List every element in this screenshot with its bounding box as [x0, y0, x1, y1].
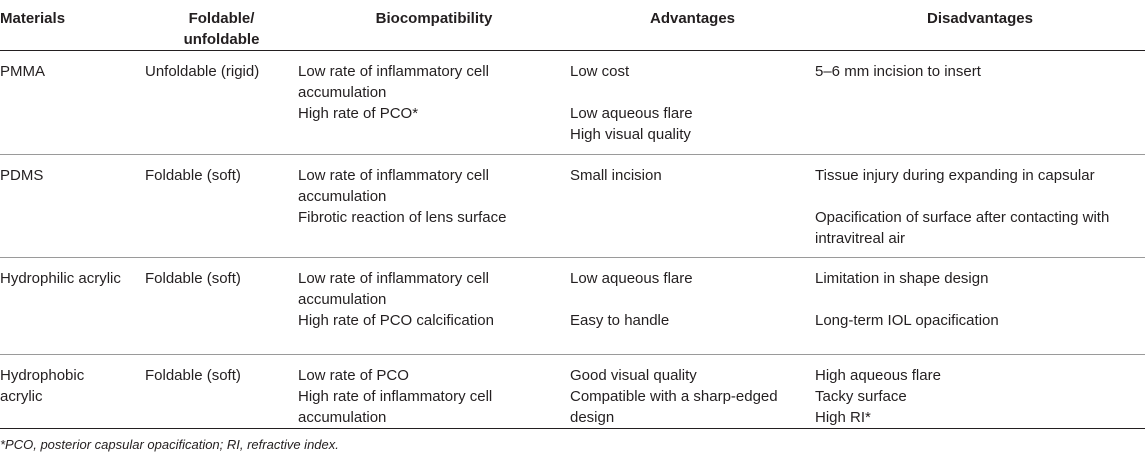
cell-line: High aqueous flare [815, 367, 941, 384]
biocompatibility-cell: Low rate of inflammatory cell accumulatio… [298, 50, 570, 155]
cell-line: Foldable (soft) [145, 367, 241, 384]
cell-line: accumulation [298, 291, 387, 308]
biocompatibility-cell: Low rate of inflammatory cell accumulatio… [298, 257, 570, 355]
material-cell: Hydrophobic acrylic [0, 354, 145, 429]
cell-line: Hydrophobic [0, 367, 85, 384]
cell-line: Easy to handle [570, 312, 670, 329]
cell-line: design [570, 409, 615, 426]
cell-line: Low rate of inflammatory cell [298, 270, 489, 287]
cell-line: Small incision [570, 167, 662, 184]
cell-line: Low aqueous flare [570, 270, 693, 287]
header-advantages: Advantages [570, 0, 815, 51]
cell-line: Foldable (soft) [145, 270, 241, 287]
cell-line: Limitation in shape design [815, 270, 989, 287]
header-biocompatibility: Biocompatibility [298, 0, 570, 51]
advantages-cell: Low aqueous flare Easy to handle [570, 257, 815, 355]
header-row: Materials Foldable/ unfoldable Biocompat… [0, 0, 1145, 51]
cell-line: 5–6 mm incision to insert [815, 63, 981, 80]
material-cell: PMMA [0, 50, 145, 155]
cell-line: High rate of PCO calcification [298, 312, 494, 329]
advantages-cell: Good visual quality Compatible with a sha… [570, 354, 815, 429]
cell-line: Compatible with a sharp-edged [570, 388, 778, 405]
cell-line [570, 82, 815, 103]
foldable-cell: Unfoldable (rigid) [145, 50, 298, 155]
header-foldable: Foldable/ unfoldable [145, 0, 298, 51]
table-row: PDMS Foldable (soft) Low rate of inflammat… [0, 154, 1145, 258]
biocompatibility-cell: Low rate of PCO High rate of inflammatory… [298, 354, 570, 429]
cell-line: Low rate of inflammatory cell [298, 167, 489, 184]
cell-line: Low rate of PCO [298, 367, 409, 384]
table-footnote: *PCO, posterior capsular opacification; … [0, 437, 339, 452]
cell-line: Foldable (soft) [145, 167, 241, 184]
material-cell: PDMS [0, 154, 145, 258]
foldable-cell: Foldable (soft) [145, 354, 298, 429]
cell-line: accumulation [298, 84, 387, 101]
disadvantages-cell: 5–6 mm incision to insert [815, 50, 1145, 155]
disadvantages-cell: Tissue injury during expanding in capsul… [815, 154, 1145, 258]
cell-line: High RI* [815, 409, 871, 426]
disadvantages-cell: Limitation in shape design Long-term IOL … [815, 257, 1145, 355]
cell-line: High rate of inflammatory cell [298, 388, 493, 405]
biocompatibility-cell: Low rate of inflammatory cell accumulatio… [298, 154, 570, 258]
cell-line: Low rate of inflammatory cell [298, 63, 489, 80]
table-row: Hydrophilic acrylic Foldable (soft) Low ra… [0, 257, 1145, 355]
cell-line: Opacification of surface after contactin… [815, 209, 1110, 226]
cell-line: intravitreal air [815, 230, 906, 247]
cell-line [815, 186, 1145, 207]
header-disadvantages: Disadvantages [815, 0, 1145, 51]
cell-line: High visual quality [570, 126, 691, 143]
material-cell: Hydrophilic acrylic [0, 257, 145, 355]
cell-line: Unfoldable (rigid) [145, 63, 260, 80]
table-row: Hydrophobic acrylic Foldable (soft) Low rat… [0, 354, 1145, 429]
cell-line: Tacky surface [815, 388, 907, 405]
cell-line: Good visual quality [570, 367, 697, 384]
cell-line [815, 289, 1145, 310]
cell-line: High rate of PCO* [298, 105, 419, 122]
cell-line: Tissue injury during expanding in capsul… [815, 167, 1095, 184]
cell-line: Low aqueous flare [570, 105, 693, 122]
cell-line: acrylic [0, 388, 43, 405]
header-materials: Materials [0, 0, 145, 51]
cell-line: PMMA [0, 63, 45, 80]
materials-comparison-table: Materials Foldable/ unfoldable Biocompat… [0, 0, 1145, 429]
cell-line: accumulation [298, 409, 387, 426]
table-row: PMMA Unfoldable (rigid) Low rate of inflam… [0, 50, 1145, 155]
header-foldable-line2: unfoldable [183, 31, 260, 48]
disadvantages-cell: High aqueous flare Tacky surface High RI* [815, 354, 1145, 429]
cell-line: Long-term IOL opacification [815, 312, 999, 329]
cell-line [570, 289, 815, 310]
foldable-cell: Foldable (soft) [145, 257, 298, 355]
cell-line: Fibrotic reaction of lens surface [298, 209, 507, 226]
cell-line: Low cost [570, 63, 630, 80]
table-body: PMMA Unfoldable (rigid) Low rate of inflam… [0, 50, 1145, 429]
advantages-cell: Small incision [570, 154, 815, 258]
header-foldable-line1: Foldable/ [188, 10, 255, 27]
cell-line: accumulation [298, 188, 387, 205]
advantages-cell: Low cost Low aqueous flare High visual qua… [570, 50, 815, 155]
foldable-cell: Foldable (soft) [145, 154, 298, 258]
cell-line: Hydrophilic acrylic [0, 270, 121, 287]
cell-line: PDMS [0, 167, 44, 184]
